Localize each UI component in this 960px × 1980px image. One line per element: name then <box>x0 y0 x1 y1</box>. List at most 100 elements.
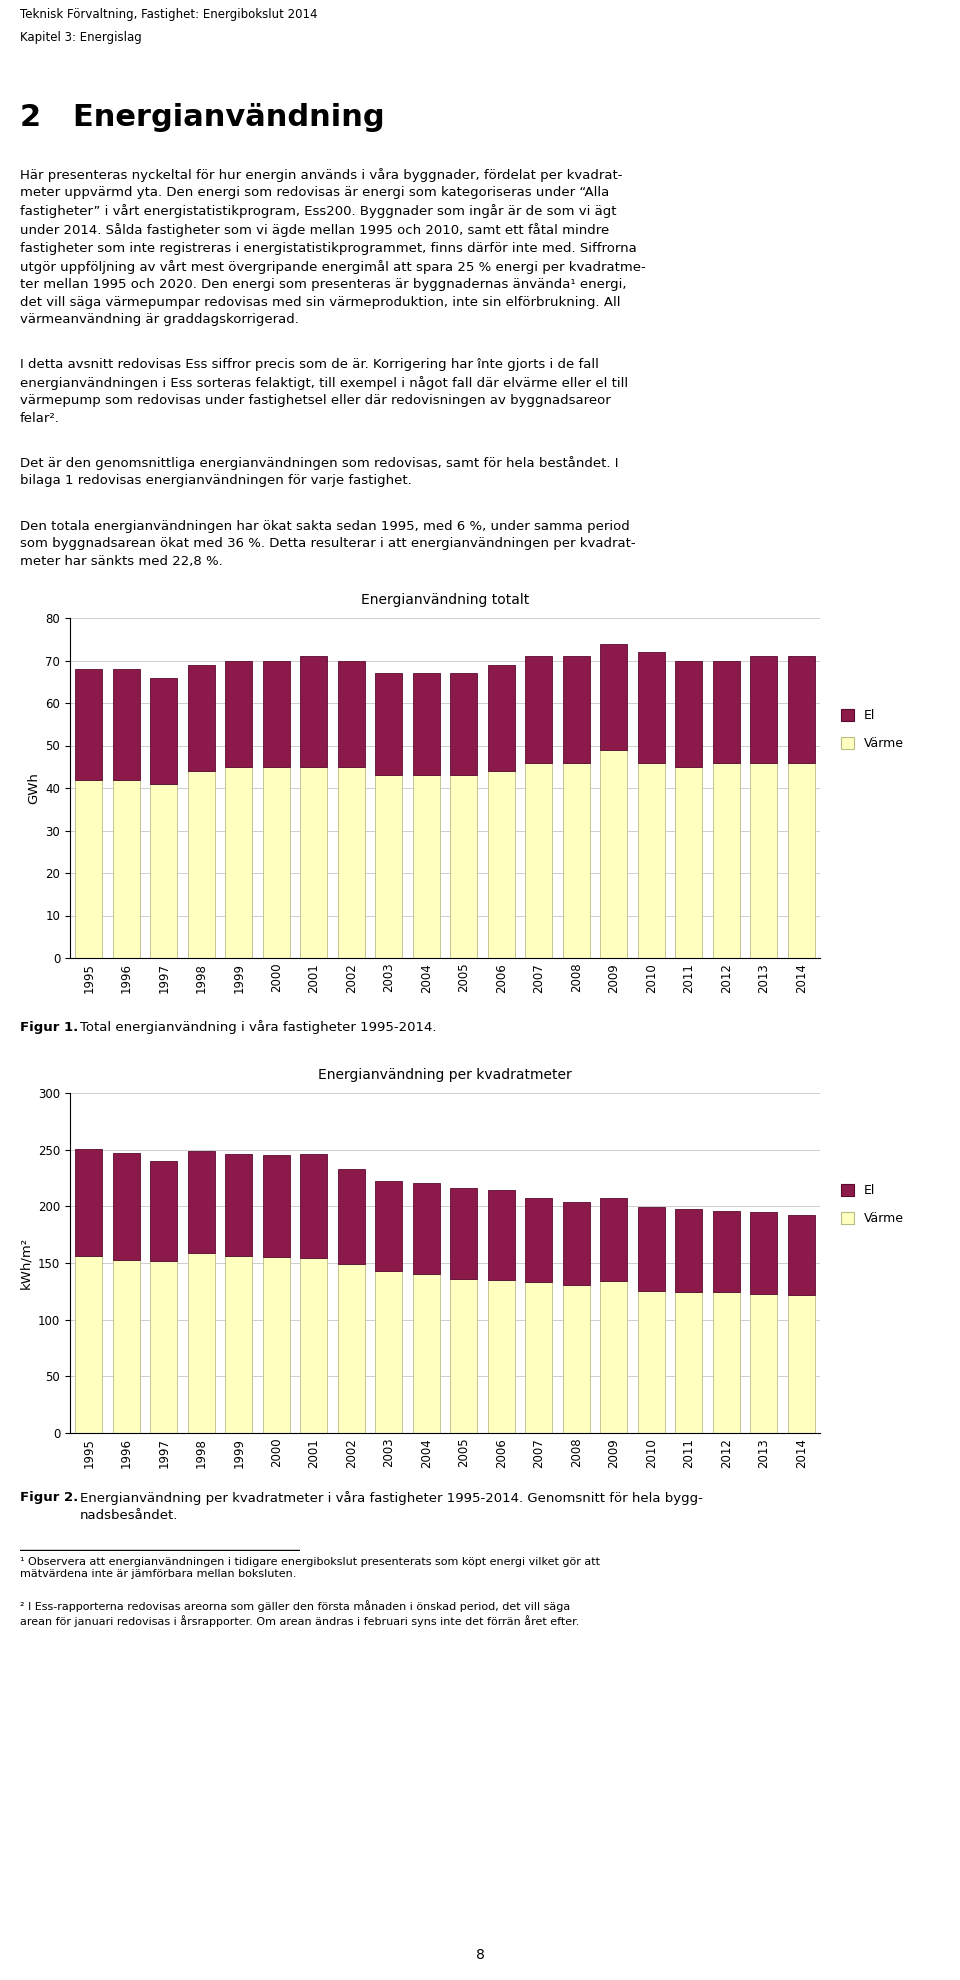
Bar <box>375 1271 402 1434</box>
Bar <box>788 655 815 762</box>
Bar <box>226 1154 252 1255</box>
Bar <box>488 1190 515 1279</box>
Bar <box>525 762 552 958</box>
Bar <box>300 1154 327 1259</box>
Bar <box>375 776 402 958</box>
Bar <box>788 1216 815 1295</box>
Bar <box>637 1208 664 1291</box>
Bar <box>75 780 103 958</box>
Bar <box>413 1275 440 1434</box>
Bar <box>563 1285 589 1434</box>
Bar <box>112 1152 140 1259</box>
Bar <box>488 770 515 958</box>
Bar <box>637 762 664 958</box>
Bar <box>300 655 327 766</box>
Bar <box>788 762 815 958</box>
Y-axis label: kWh/m²: kWh/m² <box>19 1238 33 1289</box>
Bar <box>675 661 703 766</box>
Bar <box>300 1259 327 1434</box>
Text: 8: 8 <box>475 1948 485 1962</box>
Bar <box>413 776 440 958</box>
Bar <box>188 770 215 958</box>
Bar <box>600 1281 627 1434</box>
Bar <box>300 766 327 958</box>
Bar <box>788 1295 815 1434</box>
Bar <box>751 1212 778 1293</box>
Bar <box>112 780 140 958</box>
Bar <box>338 1168 365 1263</box>
Bar <box>488 1279 515 1434</box>
Bar <box>675 766 703 958</box>
Bar <box>712 661 740 762</box>
Bar <box>525 655 552 762</box>
Bar <box>112 669 140 780</box>
Bar <box>338 1263 365 1434</box>
Bar <box>637 1291 664 1434</box>
Text: Total energianvändning i våra fastigheter 1995-2014.: Total energianvändning i våra fastighete… <box>80 1020 436 1034</box>
Bar <box>600 750 627 958</box>
Bar <box>338 766 365 958</box>
Bar <box>75 1255 103 1434</box>
Bar <box>375 673 402 776</box>
Bar <box>151 1261 178 1434</box>
Bar <box>751 1293 778 1434</box>
Text: Energianvändning per kvadratmeter i våra fastigheter 1995-2014. Genomsnitt för h: Energianvändning per kvadratmeter i våra… <box>80 1491 703 1523</box>
Bar <box>600 1198 627 1281</box>
Bar <box>263 661 290 766</box>
Text: Teknisk Förvaltning, Fastighet: Energibokslut 2014: Teknisk Förvaltning, Fastighet: Energibo… <box>20 8 318 22</box>
Title: Energianvändning totalt: Energianvändning totalt <box>361 594 529 608</box>
Bar <box>712 1212 740 1293</box>
Bar <box>675 1208 703 1293</box>
Bar <box>488 665 515 770</box>
Bar <box>263 766 290 958</box>
Text: ¹ Observera att energianvändningen i tidigare energibokslut presenterats som köp: ¹ Observera att energianvändningen i tid… <box>20 1556 600 1580</box>
Text: Figur 1.: Figur 1. <box>20 1020 79 1034</box>
Bar <box>450 1279 477 1434</box>
Text: 2   Energianvändning: 2 Energianvändning <box>20 103 385 133</box>
Y-axis label: GWh: GWh <box>27 772 40 804</box>
Bar <box>563 655 589 762</box>
Bar <box>188 1150 215 1253</box>
Bar <box>525 1283 552 1434</box>
Text: Figur 2.: Figur 2. <box>20 1491 79 1505</box>
Legend: El, Värme: El, Värme <box>841 709 903 750</box>
Bar <box>75 1148 103 1255</box>
Text: Kapitel 3: Energislag: Kapitel 3: Energislag <box>20 32 142 44</box>
Bar <box>151 677 178 784</box>
Bar <box>188 665 215 770</box>
Bar <box>75 669 103 780</box>
Bar <box>563 762 589 958</box>
Bar <box>226 661 252 766</box>
Text: ² I Ess-rapporterna redovisas areorna som gäller den första månaden i önskad per: ² I Ess-rapporterna redovisas areorna so… <box>20 1600 580 1628</box>
Bar <box>413 1182 440 1275</box>
Bar <box>263 1156 290 1257</box>
Bar <box>151 1160 178 1261</box>
Bar <box>112 1259 140 1434</box>
Bar <box>375 1182 402 1271</box>
Bar <box>338 661 365 766</box>
Bar <box>450 776 477 958</box>
Bar <box>751 762 778 958</box>
Bar <box>450 673 477 776</box>
Text: Här presenteras nyckeltal för hur energin används i våra byggnader, fördelat per: Här presenteras nyckeltal för hur energi… <box>20 168 646 327</box>
Bar <box>675 1293 703 1434</box>
Bar <box>712 762 740 958</box>
Bar <box>637 651 664 762</box>
Bar <box>188 1253 215 1434</box>
Bar <box>600 644 627 750</box>
Bar <box>151 784 178 958</box>
Bar <box>563 1202 589 1285</box>
Bar <box>450 1188 477 1279</box>
Legend: El, Värme: El, Värme <box>841 1184 903 1226</box>
Bar <box>226 1255 252 1434</box>
Text: I detta avsnitt redovisas Ess siffror precis som de är. Korrigering har înte gjo: I detta avsnitt redovisas Ess siffror pr… <box>20 358 628 426</box>
Text: Den totala energianvändningen har ökat sakta sedan 1995, med 6 %, under samma pe: Den totala energianvändningen har ökat s… <box>20 521 636 568</box>
Title: Energianvändning per kvadratmeter: Energianvändning per kvadratmeter <box>318 1067 572 1083</box>
Bar <box>712 1293 740 1434</box>
Bar <box>413 673 440 776</box>
Bar <box>525 1198 552 1283</box>
Bar <box>263 1257 290 1434</box>
Bar <box>751 655 778 762</box>
Text: Det är den genomsnittliga energianvändningen som redovisas, samt för hela bestån: Det är den genomsnittliga energianvändni… <box>20 455 618 487</box>
Bar <box>226 766 252 958</box>
